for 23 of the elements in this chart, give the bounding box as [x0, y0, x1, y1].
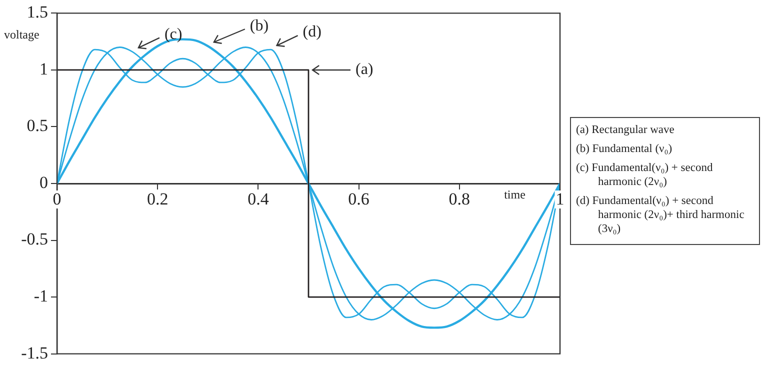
text: (b) — [250, 17, 269, 34]
y-tick-label: -1 — [34, 286, 48, 306]
y-tick-label: -1.5 — [21, 343, 48, 362]
text: (d) Fundamental(ν₀) + second harmonic (2ν₀)+ third harmonic (3ν₀) — [576, 194, 746, 236]
y-tick-label: 0.5 — [26, 116, 48, 136]
x-tick-label: 0.4 — [248, 189, 270, 208]
x-tick-label: 1 — [556, 189, 564, 208]
x-tick-label: 0.6 — [348, 189, 370, 208]
x-tick-label: 0.2 — [146, 189, 168, 208]
y-axis-title: voltage — [4, 27, 40, 42]
series-label: (c) — [164, 26, 182, 44]
y-tick-label: 1.5 — [26, 2, 48, 22]
text: (a) — [356, 61, 374, 78]
text: (b) Fundamental (ν₀) — [576, 142, 674, 156]
y-tick-label: 0 — [40, 172, 48, 192]
text: (c) Fundamental(ν₀) + second harmonic (2ν₀) — [576, 161, 714, 189]
x-axis-title: time — [504, 188, 526, 202]
series-label: (d) — [302, 24, 322, 41]
text: (a) Rectangular wave — [576, 123, 676, 137]
y-tick-label: 1 — [40, 59, 48, 78]
x-tick-label: 0.8 — [448, 189, 470, 208]
x-tick-label: 0 — [52, 189, 62, 208]
y-tick-label: -0.5 — [21, 230, 48, 249]
